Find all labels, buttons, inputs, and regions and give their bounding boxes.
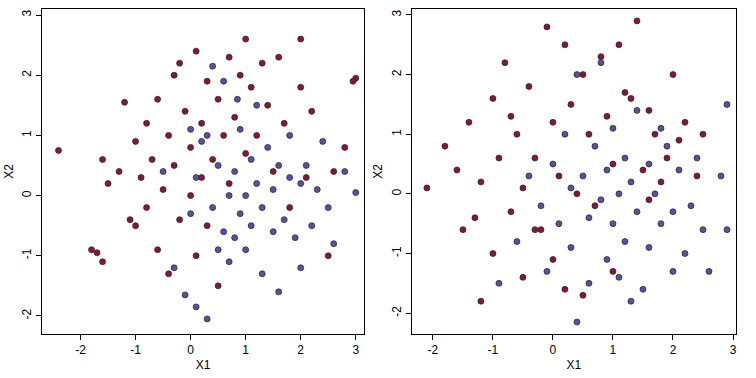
svg-text:-1: -1	[390, 246, 404, 257]
svg-text:-2: -2	[390, 306, 404, 317]
svg-text:-2: -2	[428, 343, 439, 357]
svg-text:3: 3	[352, 343, 359, 357]
svg-text:2: 2	[390, 69, 404, 76]
svg-text:X1: X1	[196, 358, 211, 372]
svg-text:X1: X1	[567, 358, 582, 372]
svg-text:3: 3	[20, 10, 34, 17]
svg-text:0: 0	[20, 190, 34, 197]
svg-text:3: 3	[730, 343, 737, 357]
svg-text:2: 2	[20, 70, 34, 77]
svg-text:1: 1	[242, 343, 249, 357]
svg-text:-2: -2	[75, 343, 86, 357]
svg-text:3: 3	[390, 10, 404, 17]
svg-text:2: 2	[297, 343, 304, 357]
svg-text:-1: -1	[488, 343, 499, 357]
svg-text:1: 1	[20, 130, 34, 137]
svg-text:-1: -1	[20, 248, 34, 259]
svg-text:0: 0	[550, 343, 557, 357]
svg-text:X2: X2	[2, 164, 16, 179]
svg-text:-1: -1	[130, 343, 141, 357]
svg-text:1: 1	[390, 129, 404, 136]
svg-text:X2: X2	[371, 164, 385, 179]
svg-text:1: 1	[610, 343, 617, 357]
svg-text:-2: -2	[20, 308, 34, 319]
svg-text:0: 0	[187, 343, 194, 357]
svg-text:2: 2	[670, 343, 677, 357]
svg-text:0: 0	[390, 188, 404, 195]
